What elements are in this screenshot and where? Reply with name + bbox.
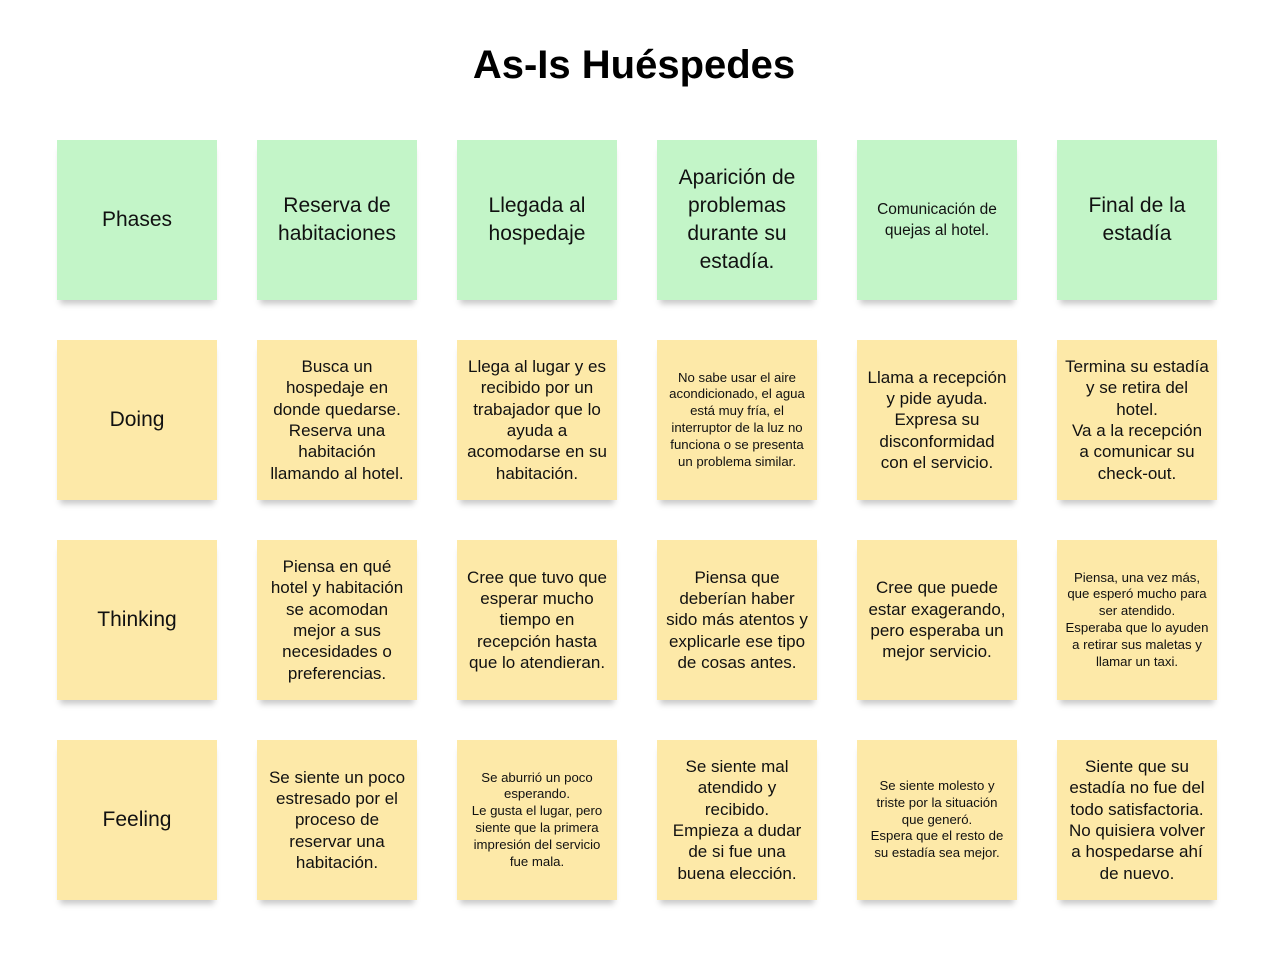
row-label-doing[interactable]: Doing <box>57 340 217 500</box>
feeling-note-2[interactable]: Se aburrió un poco esperando. Le gusta e… <box>457 740 617 900</box>
row-label-thinking[interactable]: Thinking <box>57 540 217 700</box>
row-label-feeling[interactable]: Feeling <box>57 740 217 900</box>
doing-note-4[interactable]: Llama a recepción y pide ayuda. Expresa … <box>857 340 1017 500</box>
phase-note-4[interactable]: Comunicación de quejas al hotel. <box>857 140 1017 300</box>
row-label-phases[interactable]: Phases <box>57 140 217 300</box>
doing-note-5[interactable]: Termina su estadía y se retira del hotel… <box>1057 340 1217 500</box>
doing-note-2[interactable]: Llega al lugar y es recibido por un trab… <box>457 340 617 500</box>
phase-note-3[interactable]: Aparición de problemas durante su estadí… <box>657 140 817 300</box>
feeling-note-3[interactable]: Se siente mal atendido y recibido. Empie… <box>657 740 817 900</box>
phase-note-5[interactable]: Final de la estadía <box>1057 140 1217 300</box>
phase-note-2[interactable]: Llegada al hospedaje <box>457 140 617 300</box>
thinking-note-5[interactable]: Piensa, una vez más, que esperó mucho pa… <box>1057 540 1217 700</box>
feeling-note-1[interactable]: Se siente un poco estresado por el proce… <box>257 740 417 900</box>
doing-note-3[interactable]: No sabe usar el aire acondicionado, el a… <box>657 340 817 500</box>
feeling-note-4[interactable]: Se siente molesto y triste por la situac… <box>857 740 1017 900</box>
doing-note-1[interactable]: Busca un hospedaje en donde quedarse. Re… <box>257 340 417 500</box>
thinking-note-2[interactable]: Cree que tuvo que esperar mucho tiempo e… <box>457 540 617 700</box>
page-title: As-Is Huéspedes <box>472 43 796 87</box>
thinking-note-1[interactable]: Piensa en qué hotel y habitación se acom… <box>257 540 417 700</box>
phase-note-1[interactable]: Reserva de habitaciones <box>257 140 417 300</box>
thinking-note-3[interactable]: Piensa que deberían haber sido más atent… <box>657 540 817 700</box>
thinking-note-4[interactable]: Cree que puede estar exagerando, pero es… <box>857 540 1017 700</box>
feeling-note-5[interactable]: Siente que su estadía no fue del todo sa… <box>1057 740 1217 900</box>
